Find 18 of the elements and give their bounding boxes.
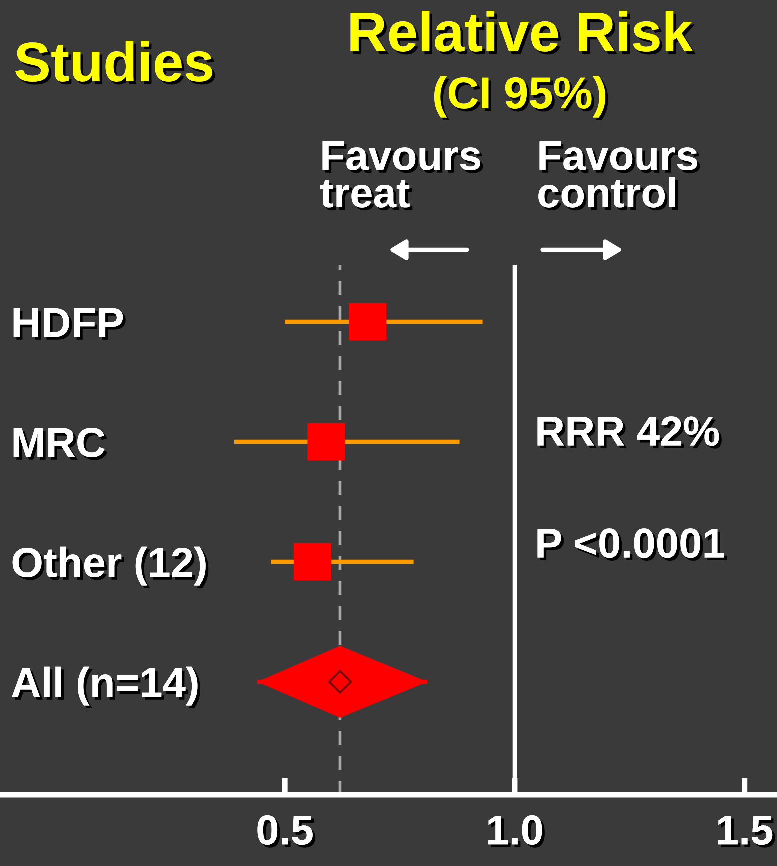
point <box>308 423 346 461</box>
x-tick-label: 1.5 <box>718 816 776 848</box>
y-tick-label: All (n=14) <box>12 666 201 709</box>
point <box>328 670 352 694</box>
y-tick-label: HDFP <box>14 308 126 340</box>
y-tick-label: Other (12) <box>12 546 209 589</box>
x-tick-label: 1.0 <box>488 816 545 848</box>
text: Favours treat <box>320 141 484 211</box>
y-tick-label: MRC <box>14 428 108 460</box>
chart-title: Relative Risk <box>350 11 696 55</box>
text: Favours control <box>538 141 700 211</box>
x-tick-label: 0.5 <box>258 816 316 848</box>
point <box>349 303 387 341</box>
annotation: P <0.0001 <box>538 528 728 561</box>
annotation: RRR 42% <box>538 416 722 449</box>
chart-subtitle: (CI 95%) <box>434 76 608 120</box>
y-axis-title: Studies <box>16 41 216 85</box>
point <box>294 543 332 581</box>
